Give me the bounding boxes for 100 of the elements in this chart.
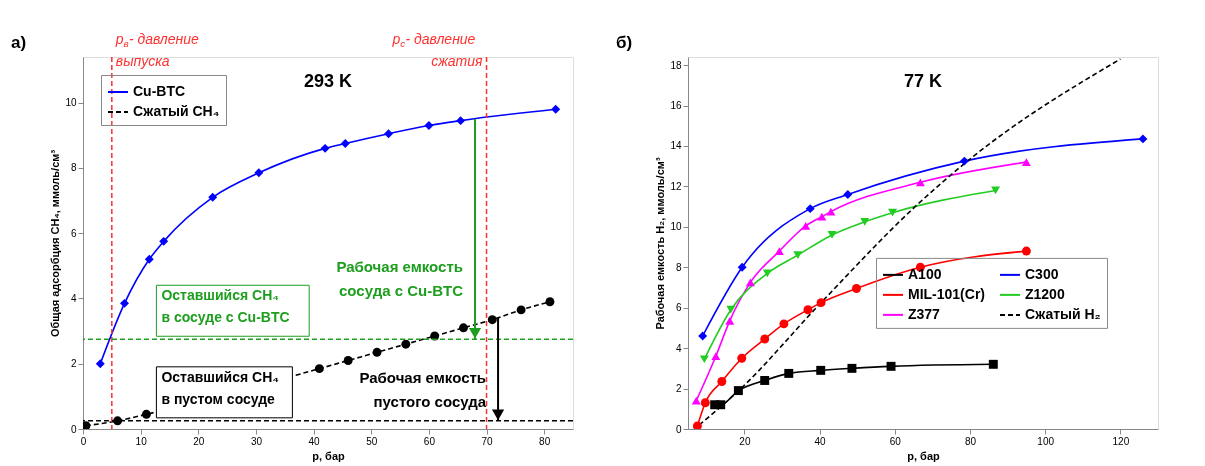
y-axis-title: Общая адсорбция CH₄, ммоль/см³ (49, 149, 62, 338)
point (843, 190, 853, 199)
point (254, 168, 264, 178)
point (159, 236, 169, 246)
y-axis-title: Рабочая емкость H₂, ммоль/см³ (654, 157, 667, 330)
y-tick-label: 18 (670, 59, 682, 71)
x-axis-title: p, бар (907, 449, 941, 462)
y-tick-label: 4 (675, 342, 682, 354)
x-tick-label: 30 (250, 435, 263, 447)
point (886, 361, 896, 371)
legend-label: Cu-BTC (133, 83, 186, 99)
point (691, 396, 701, 405)
y-tick-label: 2 (70, 358, 77, 370)
point (401, 339, 411, 349)
point (83, 421, 91, 429)
point (860, 217, 870, 226)
point (762, 269, 772, 278)
point (851, 284, 861, 293)
legend-label: Z1200 (1025, 285, 1065, 302)
point (1021, 158, 1031, 166)
point (760, 376, 770, 385)
text: а) (11, 33, 27, 52)
point (699, 355, 709, 364)
point (784, 368, 794, 378)
annotation: 293 K (303, 71, 353, 91)
y-tick-label: 8 (70, 162, 77, 174)
x-tick-label: 0 (80, 435, 87, 447)
point (700, 398, 710, 408)
x-tick-label: 80 (964, 435, 977, 447)
point (733, 386, 743, 396)
point (717, 377, 727, 386)
point (459, 323, 468, 333)
point (847, 363, 857, 373)
point (726, 305, 736, 314)
annotation: 77 K (903, 71, 943, 91)
x-tick-label: 60 (889, 435, 902, 447)
point (803, 305, 813, 315)
x-tick-label: 20 (739, 435, 751, 447)
point (424, 121, 434, 130)
point (95, 359, 105, 369)
point (208, 192, 218, 202)
point (1021, 246, 1031, 256)
y-tick-label: 6 (675, 302, 682, 314)
x-tick-label: 40 (308, 435, 321, 447)
point (774, 247, 784, 255)
y-tick-label: 10 (65, 97, 77, 109)
legend-label: Сжатый CH₄ (133, 103, 220, 119)
legend-label: MIL-101(Cr) (908, 285, 986, 302)
y-tick-label: 12 (670, 180, 682, 192)
point (826, 207, 836, 216)
point (384, 129, 393, 139)
legend-label: Сжатый H₂ (1025, 305, 1101, 322)
point (320, 143, 330, 153)
point (343, 356, 353, 365)
x-tick-label: 60 (423, 435, 436, 447)
point (959, 156, 969, 166)
point (816, 365, 826, 375)
x-tick-label: 40 (814, 435, 827, 447)
point (915, 178, 925, 187)
y-tick-label: 16 (670, 100, 682, 112)
point (340, 139, 350, 148)
y-tick-label: 10 (670, 221, 682, 233)
x-tick-label: 120 (1112, 435, 1130, 447)
ref-line-label: Оставшийся CH₄ в пустом сосуде (161, 368, 279, 407)
x-tick-label: 20 (193, 435, 205, 447)
point (816, 298, 826, 308)
legend-label: C300 (1025, 265, 1059, 282)
y-tick-label: 4 (70, 292, 77, 304)
annotation: Рабочая емкость пустого сосуда (359, 369, 487, 411)
point (817, 212, 827, 221)
x-tick-label: 10 (135, 435, 148, 447)
point (516, 305, 526, 315)
point (144, 254, 154, 264)
point (737, 353, 747, 363)
point (314, 364, 324, 374)
x-tick-label: 70 (481, 435, 494, 447)
y-tick-label: 0 (675, 423, 682, 435)
legend-label: A100 (908, 265, 942, 282)
point (120, 298, 129, 308)
point (988, 359, 998, 369)
x-tick-label: 100 (1037, 435, 1055, 447)
x-tick-label: 80 (539, 435, 551, 447)
point (372, 347, 382, 357)
point (1138, 134, 1148, 144)
point (545, 297, 555, 307)
y-tick-label: 2 (675, 383, 682, 395)
y-tick-label: 0 (70, 423, 77, 435)
legend-label: Z377 (908, 305, 941, 322)
point (793, 251, 803, 259)
point (551, 104, 561, 114)
point (698, 331, 708, 341)
x-axis-title: p, бар (312, 449, 346, 462)
y-tick-label: 6 (70, 227, 77, 239)
point (760, 334, 770, 344)
text: б) (616, 33, 633, 52)
point (745, 278, 755, 287)
point (827, 231, 837, 239)
point (141, 409, 151, 419)
point (779, 319, 789, 329)
y-tick-label: 8 (675, 261, 682, 273)
